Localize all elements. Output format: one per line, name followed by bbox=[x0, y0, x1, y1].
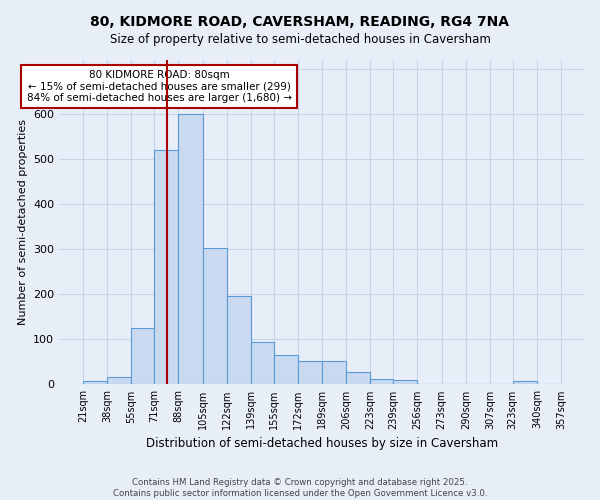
Bar bbox=[251, 342, 274, 384]
Bar bbox=[322, 361, 346, 384]
Bar bbox=[370, 380, 393, 384]
Text: 80 KIDMORE ROAD: 80sqm
← 15% of semi-detached houses are smaller (299)
84% of se: 80 KIDMORE ROAD: 80sqm ← 15% of semi-det… bbox=[26, 70, 292, 103]
Bar bbox=[298, 361, 322, 384]
Bar bbox=[178, 114, 203, 384]
Bar bbox=[346, 372, 370, 384]
Bar bbox=[274, 355, 298, 384]
Text: 80, KIDMORE ROAD, CAVERSHAM, READING, RG4 7NA: 80, KIDMORE ROAD, CAVERSHAM, READING, RG… bbox=[91, 15, 509, 29]
X-axis label: Distribution of semi-detached houses by size in Caversham: Distribution of semi-detached houses by … bbox=[146, 437, 498, 450]
Bar bbox=[107, 377, 131, 384]
Bar bbox=[513, 382, 537, 384]
Bar bbox=[393, 380, 418, 384]
Text: Contains HM Land Registry data © Crown copyright and database right 2025.
Contai: Contains HM Land Registry data © Crown c… bbox=[113, 478, 487, 498]
Y-axis label: Number of semi-detached properties: Number of semi-detached properties bbox=[17, 119, 28, 325]
Bar bbox=[154, 150, 178, 384]
Text: Size of property relative to semi-detached houses in Caversham: Size of property relative to semi-detach… bbox=[110, 32, 490, 46]
Bar bbox=[83, 382, 107, 384]
Bar bbox=[203, 248, 227, 384]
Bar bbox=[227, 296, 251, 384]
Bar bbox=[131, 328, 154, 384]
